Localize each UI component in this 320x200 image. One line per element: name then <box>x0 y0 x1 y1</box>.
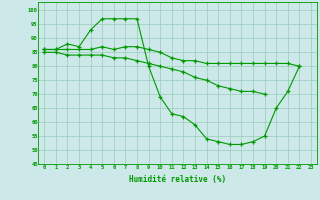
X-axis label: Humidité relative (%): Humidité relative (%) <box>129 175 226 184</box>
